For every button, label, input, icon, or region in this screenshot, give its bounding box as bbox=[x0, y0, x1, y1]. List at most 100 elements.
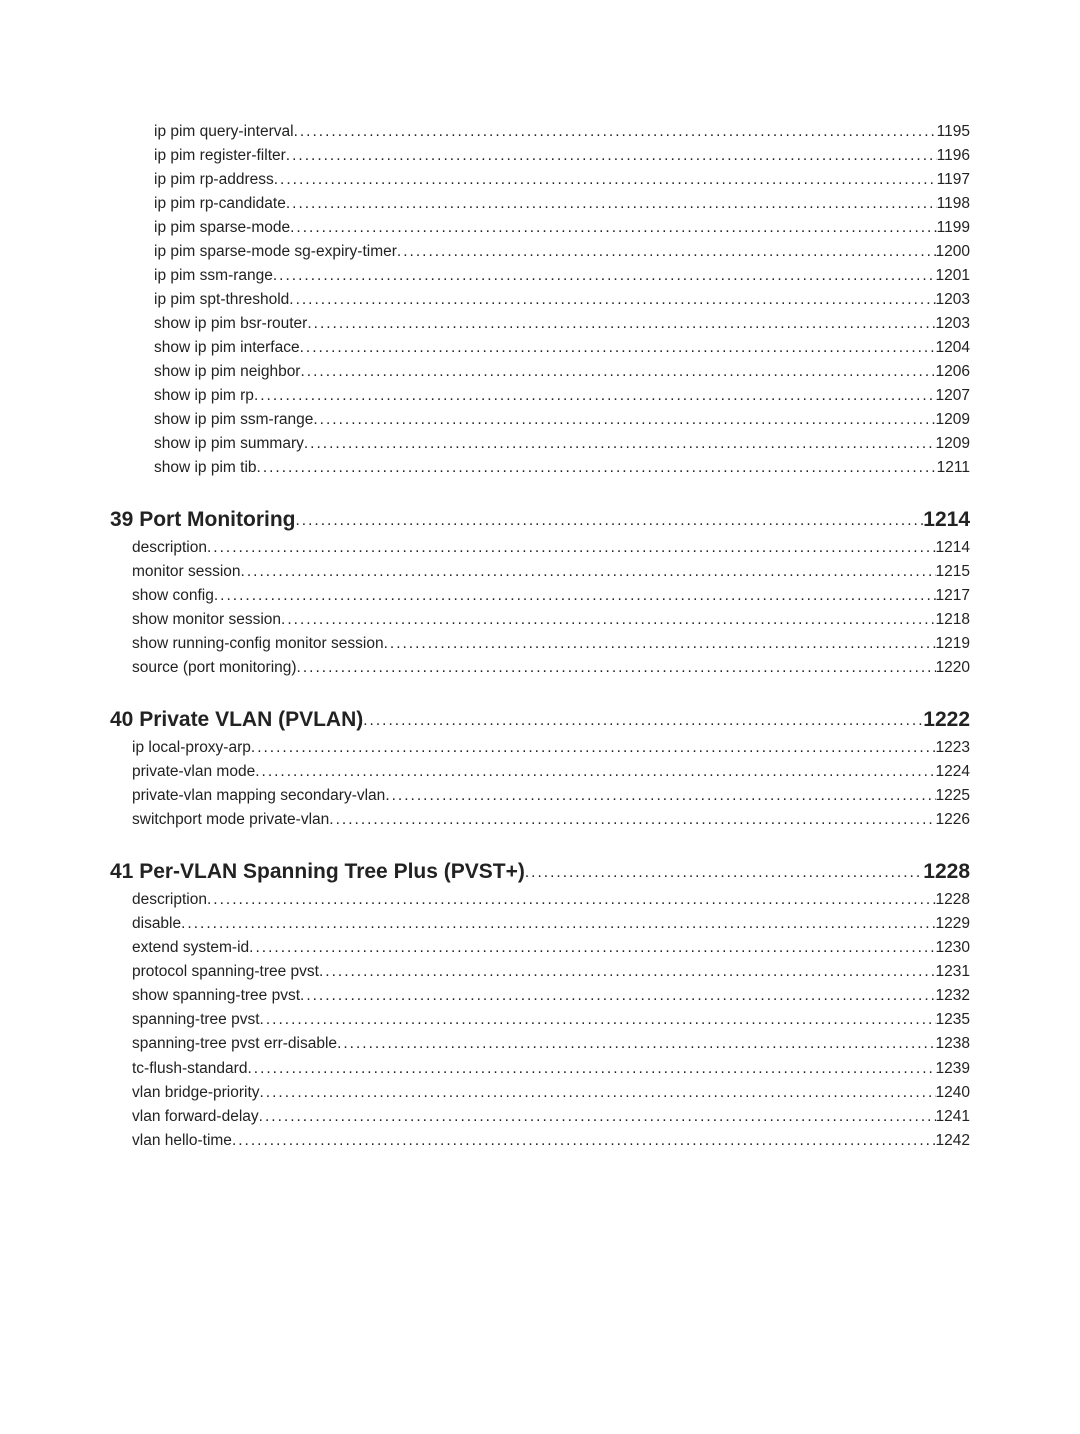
toc-entry[interactable]: 39 Port Monitoring......................… bbox=[110, 508, 970, 532]
toc-entry[interactable]: show ip pim neighbor....................… bbox=[110, 360, 970, 384]
toc-entry-label: description bbox=[132, 536, 207, 560]
toc-entry[interactable]: ip pim query-interval...................… bbox=[110, 120, 970, 144]
toc-entry[interactable]: show ip pim bsr-router..................… bbox=[110, 312, 970, 336]
toc-entry-label: private-vlan mapping secondary-vlan bbox=[132, 784, 385, 808]
toc-entry[interactable]: protocol spanning-tree pvst.............… bbox=[110, 960, 970, 984]
toc-entry-label: monitor session bbox=[132, 560, 241, 584]
toc-entry[interactable]: description.............................… bbox=[110, 888, 970, 912]
toc-entry[interactable]: show monitor session....................… bbox=[110, 608, 970, 632]
toc-entry-page: 1206 bbox=[936, 360, 970, 384]
toc-entry-page: 1203 bbox=[936, 288, 970, 312]
toc-entry-page: 1231 bbox=[936, 960, 970, 984]
toc-entry-page: 1217 bbox=[936, 584, 970, 608]
toc-entry-label: ip pim query-interval bbox=[154, 120, 294, 144]
toc-leader: ........................................… bbox=[304, 432, 936, 456]
toc-entry-page: 1232 bbox=[936, 984, 970, 1008]
toc-entry-page: 1230 bbox=[936, 936, 970, 960]
toc-entry[interactable]: monitor session.........................… bbox=[110, 560, 970, 584]
toc-entry[interactable]: vlan bridge-priority....................… bbox=[110, 1081, 970, 1105]
toc-leader: ........................................… bbox=[249, 936, 935, 960]
toc-entry[interactable]: ip pim sparse-mode sg-expiry-timer......… bbox=[110, 240, 970, 264]
toc-entry[interactable]: ip local-proxy-arp......................… bbox=[110, 736, 970, 760]
toc-entry-page: 1201 bbox=[936, 264, 970, 288]
toc-entry-page: 1198 bbox=[937, 192, 970, 216]
toc-entry[interactable]: ip pim register-filter..................… bbox=[110, 144, 970, 168]
toc-entry-page: 1204 bbox=[936, 336, 970, 360]
table-of-contents: ip pim query-interval...................… bbox=[110, 120, 970, 1153]
toc-entry[interactable]: vlan hello-time.........................… bbox=[110, 1129, 970, 1153]
toc-entry[interactable]: 41 Per-VLAN Spanning Tree Plus (PVST+)..… bbox=[110, 860, 970, 884]
toc-entry[interactable]: disable.................................… bbox=[110, 912, 970, 936]
toc-leader: ........................................… bbox=[296, 512, 924, 530]
toc-entry[interactable]: private-vlan mapping secondary-vlan.....… bbox=[110, 784, 970, 808]
toc-entry[interactable]: ip pim rp-address.......................… bbox=[110, 168, 970, 192]
toc-entry[interactable]: show ip pim interface...................… bbox=[110, 336, 970, 360]
toc-entry[interactable]: show ip pim tib.........................… bbox=[110, 456, 970, 480]
toc-entry-page: 1195 bbox=[937, 120, 970, 144]
toc-entry[interactable]: spanning-tree pvst......................… bbox=[110, 1008, 970, 1032]
toc-entry[interactable]: 40 Private VLAN (PVLAN).................… bbox=[110, 708, 970, 732]
toc-entry-label: vlan hello-time bbox=[132, 1129, 232, 1153]
toc-leader: ........................................… bbox=[337, 1032, 935, 1056]
toc-entry[interactable]: show spanning-tree pvst.................… bbox=[110, 984, 970, 1008]
toc-leader: ........................................… bbox=[214, 584, 936, 608]
toc-entry-label: private-vlan mode bbox=[132, 760, 255, 784]
toc-entry-page: 1211 bbox=[937, 456, 970, 480]
toc-entry-page: 1209 bbox=[936, 408, 970, 432]
toc-entry-page: 1209 bbox=[936, 432, 970, 456]
toc-entry-label: ip local-proxy-arp bbox=[132, 736, 251, 760]
toc-entry-label: tc-flush-standard bbox=[132, 1057, 247, 1081]
toc-entry[interactable]: extend system-id........................… bbox=[110, 936, 970, 960]
toc-entry-page: 1224 bbox=[936, 760, 970, 784]
toc-leader: ........................................… bbox=[289, 288, 935, 312]
toc-entry-label: spanning-tree pvst bbox=[132, 1008, 260, 1032]
toc-entry[interactable]: show ip pim rp..........................… bbox=[110, 384, 970, 408]
toc-leader: ........................................… bbox=[257, 456, 937, 480]
toc-entry-page: 1200 bbox=[936, 240, 970, 264]
toc-entry-label: 40 Private VLAN (PVLAN) bbox=[110, 708, 363, 732]
toc-entry[interactable]: private-vlan mode.......................… bbox=[110, 760, 970, 784]
toc-entry-label: ip pim sparse-mode sg-expiry-timer bbox=[154, 240, 397, 264]
toc-entry-page: 1223 bbox=[936, 736, 970, 760]
toc-entry[interactable]: show running-config monitor session.....… bbox=[110, 632, 970, 656]
toc-leader: ........................................… bbox=[319, 960, 936, 984]
toc-entry[interactable]: switchport mode private-vlan............… bbox=[110, 808, 970, 832]
toc-entry-label: disable bbox=[132, 912, 181, 936]
toc-entry-label: show ip pim interface bbox=[154, 336, 300, 360]
toc-entry[interactable]: vlan forward-delay......................… bbox=[110, 1105, 970, 1129]
toc-leader: ........................................… bbox=[397, 240, 936, 264]
toc-entry-page: 1218 bbox=[936, 608, 970, 632]
toc-entry-label: spanning-tree pvst err-disable bbox=[132, 1032, 337, 1056]
toc-entry[interactable]: description.............................… bbox=[110, 536, 970, 560]
toc-entry[interactable]: show config.............................… bbox=[110, 584, 970, 608]
toc-entry[interactable]: ip pim rp-candidate.....................… bbox=[110, 192, 970, 216]
toc-leader: ........................................… bbox=[363, 712, 923, 730]
toc-leader: ........................................… bbox=[207, 536, 936, 560]
toc-entry-label: show config bbox=[132, 584, 214, 608]
toc-leader: ........................................… bbox=[281, 608, 935, 632]
toc-leader: ........................................… bbox=[259, 1105, 936, 1129]
toc-entry[interactable]: ip pim ssm-range........................… bbox=[110, 264, 970, 288]
toc-entry[interactable]: show ip pim summary.....................… bbox=[110, 432, 970, 456]
toc-entry-page: 1219 bbox=[936, 632, 970, 656]
toc-entry-label: ip pim rp-address bbox=[154, 168, 274, 192]
toc-entry-page: 1199 bbox=[937, 216, 970, 240]
toc-entry[interactable]: tc-flush-standard.......................… bbox=[110, 1057, 970, 1081]
toc-entry-label: ip pim register-filter bbox=[154, 144, 286, 168]
toc-entry[interactable]: spanning-tree pvst err-disable..........… bbox=[110, 1032, 970, 1056]
toc-entry-page: 1235 bbox=[936, 1008, 970, 1032]
toc-entry-label: protocol spanning-tree pvst bbox=[132, 960, 319, 984]
toc-entry-page: 1226 bbox=[936, 808, 970, 832]
toc-entry[interactable]: ip pim spt-threshold....................… bbox=[110, 288, 970, 312]
toc-entry-page: 1214 bbox=[936, 536, 970, 560]
toc-leader: ........................................… bbox=[329, 808, 935, 832]
toc-entry-label: extend system-id bbox=[132, 936, 249, 960]
toc-entry-label: ip pim sparse-mode bbox=[154, 216, 290, 240]
toc-entry[interactable]: source (port monitoring)................… bbox=[110, 656, 970, 680]
toc-entry-label: show spanning-tree pvst bbox=[132, 984, 300, 1008]
toc-entry[interactable]: ip pim sparse-mode......................… bbox=[110, 216, 970, 240]
toc-leader: ........................................… bbox=[525, 864, 923, 882]
toc-entry-label: vlan bridge-priority bbox=[132, 1081, 260, 1105]
toc-leader: ........................................… bbox=[300, 336, 936, 360]
toc-entry[interactable]: show ip pim ssm-range...................… bbox=[110, 408, 970, 432]
